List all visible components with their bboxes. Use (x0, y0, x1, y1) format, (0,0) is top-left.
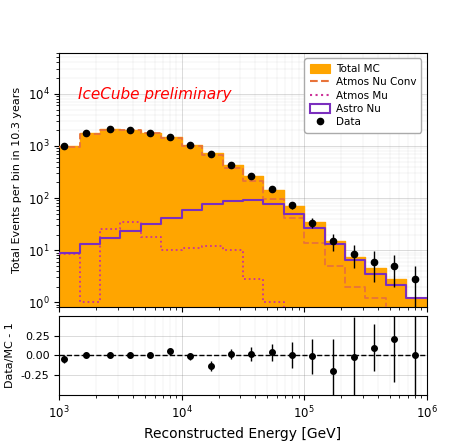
Text: IceCube preliminary: IceCube preliminary (78, 87, 231, 102)
Y-axis label: Total Events per bin in 10.3 years: Total Events per bin in 10.3 years (12, 87, 22, 274)
Legend: Total MC, Atmos Nu Conv, Atmos Mu, Astro Nu, Data: Total MC, Atmos Nu Conv, Atmos Mu, Astro… (304, 59, 421, 133)
X-axis label: Reconstructed Energy [GeV]: Reconstructed Energy [GeV] (145, 427, 341, 441)
Y-axis label: Data/MC - 1: Data/MC - 1 (5, 323, 15, 388)
